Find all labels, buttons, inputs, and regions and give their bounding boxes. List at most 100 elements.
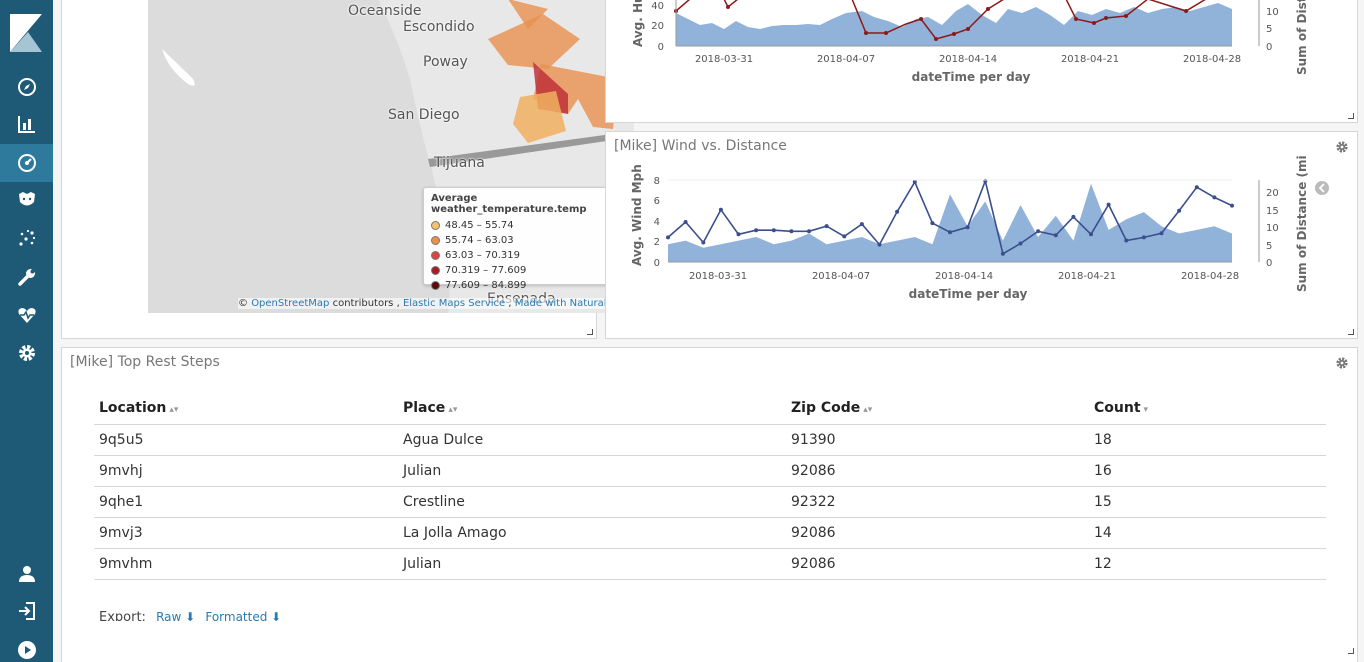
cell-location[interactable]: 9mvhm — [94, 548, 398, 580]
wind-point[interactable] — [771, 228, 776, 233]
wind-point[interactable] — [1036, 229, 1041, 234]
cell-zip-code[interactable]: 92086 — [786, 517, 1089, 549]
export-raw-link[interactable]: Raw ⬇ — [156, 610, 195, 621]
nav-dashboard[interactable] — [0, 144, 53, 182]
nav-visualize[interactable] — [0, 105, 53, 143]
distance-area-layer — [668, 183, 1232, 262]
sort-icon[interactable]: ▴▾ — [169, 405, 179, 416]
wind-xtick: 2018-03-31 — [689, 271, 747, 282]
column-header-location[interactable]: Location ▴▾ — [94, 393, 398, 425]
nav-discover[interactable] — [0, 68, 53, 106]
cell-zip-code[interactable]: 92086 — [786, 455, 1089, 487]
wind-point[interactable] — [701, 240, 706, 245]
nav-management[interactable] — [0, 334, 53, 372]
nav-timelion[interactable] — [0, 181, 53, 219]
wind-xtick: 2018-04-14 — [935, 271, 993, 282]
humidity-chart: 40 20 0 10 5 0 2018-03-31 2018-04-07 201… — [631, 0, 1309, 84]
compass-icon — [17, 78, 36, 96]
wind-point[interactable] — [1000, 251, 1005, 256]
wind-point[interactable] — [859, 222, 864, 227]
nav-ml[interactable] — [0, 219, 53, 257]
wind-point[interactable] — [842, 234, 847, 239]
resize-handle[interactable] — [587, 329, 593, 335]
legend-toggle-icon[interactable] — [1315, 181, 1329, 195]
wind-point[interactable] — [807, 229, 811, 234]
legend-swatch — [431, 266, 440, 275]
column-header-place[interactable]: Place ▴▾ — [398, 393, 786, 425]
osm-link[interactable]: OpenStreetMap — [251, 298, 330, 309]
wind-point[interactable] — [1194, 185, 1199, 190]
legend-range: 55.74 – 63.03 — [445, 235, 514, 246]
wind-point[interactable] — [877, 242, 882, 247]
nav-collapse[interactable] — [0, 631, 53, 662]
cell-place[interactable]: La Jolla Amago — [398, 517, 786, 549]
sort-icon[interactable]: ▴▾ — [448, 405, 458, 416]
nav-logout[interactable] — [0, 592, 53, 630]
cell-place[interactable]: Agua Dulce — [398, 424, 786, 456]
wind-point[interactable] — [1018, 241, 1023, 246]
resize-handle[interactable] — [1348, 648, 1354, 654]
sort-icon[interactable]: ▴▾ — [863, 405, 873, 416]
sort-desc-icon[interactable]: ▾ — [1143, 405, 1149, 416]
table-row: 9qhe1 Crestline 92322 15 — [94, 486, 1326, 518]
panel-settings-gear-icon[interactable] — [1335, 356, 1349, 370]
wind-point[interactable] — [1106, 202, 1111, 207]
cell-count: 15 — [1089, 486, 1326, 518]
cell-location[interactable]: 9qhe1 — [94, 486, 398, 518]
cell-place[interactable]: Crestline — [398, 486, 786, 518]
cell-zip-code[interactable]: 92086 — [786, 548, 1089, 580]
cell-zip-code[interactable]: 92322 — [786, 486, 1089, 518]
cell-place[interactable]: Julian — [398, 548, 786, 580]
humidity-panel: 40 20 0 10 5 0 2018-03-31 2018-04-07 201… — [605, 0, 1358, 123]
wind-ytick: 2 — [654, 237, 660, 248]
wind-point[interactable] — [1212, 195, 1217, 200]
resize-handle[interactable] — [1348, 113, 1354, 119]
cell-location[interactable]: 9mvj3 — [94, 517, 398, 549]
legend-range: 63.03 – 70.319 — [445, 250, 520, 261]
wind-point[interactable] — [1159, 231, 1164, 236]
wind-point[interactable] — [1141, 235, 1146, 240]
wind-point[interactable] — [948, 230, 952, 235]
attribution-contributors: contributors , — [332, 298, 400, 309]
wind-point[interactable] — [895, 209, 900, 214]
nav-dev-tools[interactable] — [0, 258, 53, 296]
cell-location[interactable]: 9q5u5 — [94, 424, 398, 456]
humidity-y2tick: 0 — [1266, 42, 1272, 53]
export-formatted-link[interactable]: Formatted ⬇ — [205, 610, 281, 621]
wind-point[interactable] — [912, 180, 917, 184]
wind-point[interactable] — [736, 232, 741, 237]
cell-count: 14 — [1089, 517, 1326, 549]
wind-point[interactable] — [824, 224, 829, 229]
ems-link[interactable]: Elastic Maps Service — [402, 298, 506, 309]
legend-item: 55.74 – 63.03 — [431, 233, 617, 248]
legend-swatch — [431, 251, 440, 260]
wind-point[interactable] — [1053, 233, 1058, 238]
wind-point[interactable] — [930, 221, 935, 226]
humidity-ytick: 20 — [651, 21, 664, 32]
wind-point[interactable] — [1124, 238, 1129, 243]
resize-handle[interactable] — [1348, 329, 1354, 335]
column-header-zip-code[interactable]: Zip Code ▴▾ — [786, 393, 1089, 425]
cell-location[interactable]: 9mvhj — [94, 455, 398, 487]
wind-chart: 8 6 4 2 0 20 15 10 5 0 2018-03-31 2018-0… — [630, 155, 1329, 301]
column-header-count[interactable]: Count ▾ — [1089, 393, 1326, 425]
wind-point[interactable] — [718, 207, 723, 212]
kibana-logo[interactable] — [8, 12, 44, 56]
wind-point[interactable] — [1071, 214, 1076, 219]
cell-place[interactable]: Julian — [398, 455, 786, 487]
nav-monitoring[interactable] — [0, 296, 53, 334]
side-nav — [0, 0, 53, 662]
wind-point[interactable] — [789, 229, 794, 234]
cell-zip-code[interactable]: 91390 — [786, 424, 1089, 456]
wind-point[interactable] — [683, 220, 688, 224]
wind-point[interactable] — [1089, 232, 1093, 237]
wind-point[interactable] — [965, 225, 970, 230]
nav-user[interactable] — [0, 555, 53, 593]
natural-earth-link[interactable]: Made with NaturalEarth — [514, 298, 634, 309]
wind-point[interactable] — [1230, 203, 1234, 208]
distance-area[interactable] — [668, 183, 1232, 262]
wind-point[interactable] — [754, 228, 759, 233]
wind-point[interactable] — [1177, 208, 1182, 213]
panel-settings-gear-icon[interactable] — [1335, 140, 1349, 154]
wind-point[interactable] — [666, 235, 670, 240]
